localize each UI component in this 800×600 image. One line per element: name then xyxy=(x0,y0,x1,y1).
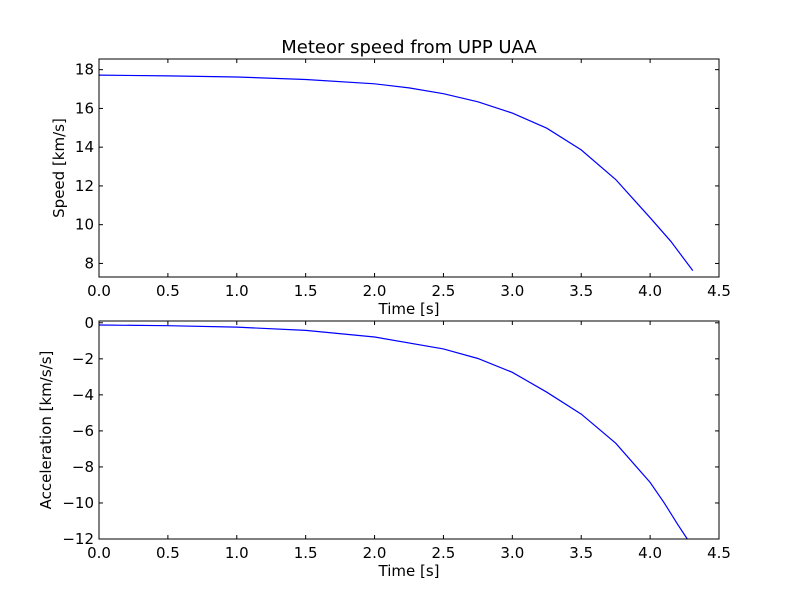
acceleration-x-tick-label: 0.5 xyxy=(156,544,180,562)
speed-x-tick-label: 2.5 xyxy=(432,282,456,300)
acceleration-y-tick-label: −4 xyxy=(72,386,94,404)
speed-y-tick-label: 18 xyxy=(75,61,94,79)
acceleration-x-tick-label: 1.5 xyxy=(294,544,318,562)
acceleration-y-tick-label: −12 xyxy=(62,530,94,548)
speed-axes-frame xyxy=(98,58,720,278)
speed-y-tick-label: 14 xyxy=(75,138,94,156)
speed-plot: 0.0 0.5 1.0 1.5 2.0 2.5 3.0 3.5 4.0 4.5 8 10 12 14 16 1… xyxy=(50,58,731,318)
speed-y-tick-label: 16 xyxy=(75,99,94,117)
speed-x-axis-label: Time [s] xyxy=(378,300,440,318)
acceleration-axes-frame xyxy=(98,320,720,540)
acceleration-y-tick-label: −6 xyxy=(72,422,94,440)
acceleration-series-line xyxy=(98,324,688,540)
speed-x-tick-label: 4.5 xyxy=(707,282,731,300)
speed-x-tick-label: 3.0 xyxy=(500,282,524,300)
acceleration-x-tick-label: 1.0 xyxy=(225,544,249,562)
acceleration-x-tick-label: 2.5 xyxy=(432,544,456,562)
acceleration-y-tick-label: 0 xyxy=(84,314,94,332)
speed-y-axis-label: Speed [km/s] xyxy=(50,118,68,218)
acceleration-y-tick-label: −10 xyxy=(62,494,94,512)
acceleration-x-axis-label: Time [s] xyxy=(378,562,440,580)
acceleration-x-tick-label: 3.5 xyxy=(569,544,593,562)
acceleration-x-tick-label: 4.5 xyxy=(707,544,731,562)
speed-x-tick-label: 3.5 xyxy=(569,282,593,300)
acceleration-x-tick-label: 0.0 xyxy=(87,544,111,562)
acceleration-x-tick-label: 3.0 xyxy=(500,544,524,562)
acceleration-x-tick-label: 4.0 xyxy=(638,544,662,562)
speed-x-tick-label: 4.0 xyxy=(638,282,662,300)
speed-x-tick-label: 0.5 xyxy=(156,282,180,300)
speed-x-tick-label: 2.0 xyxy=(363,282,387,300)
speed-x-tick-label: 1.0 xyxy=(225,282,249,300)
acceleration-plot: 0.0 0.5 1.0 1.5 2.0 2.5 3.0 3.5 4.0 4.5 0 −2 −4 −6 −8 −… xyxy=(37,314,731,580)
chart-title: Meteor speed from UPP UAA xyxy=(281,37,537,58)
speed-x-tick-label: 1.5 xyxy=(294,282,318,300)
acceleration-y-tick-label: −8 xyxy=(72,458,94,476)
acceleration-x-tick-label: 2.0 xyxy=(363,544,387,562)
acceleration-y-axis-label: Acceleration [km/s/s] xyxy=(37,351,55,510)
speed-y-tick-label: 12 xyxy=(75,177,94,195)
speed-y-tick-label: 10 xyxy=(75,216,94,234)
speed-y-tick-label: 8 xyxy=(84,254,94,272)
speed-series-line xyxy=(98,74,694,271)
acceleration-y-tick-label: −2 xyxy=(72,350,94,368)
speed-x-tick-label: 0.0 xyxy=(87,282,111,300)
